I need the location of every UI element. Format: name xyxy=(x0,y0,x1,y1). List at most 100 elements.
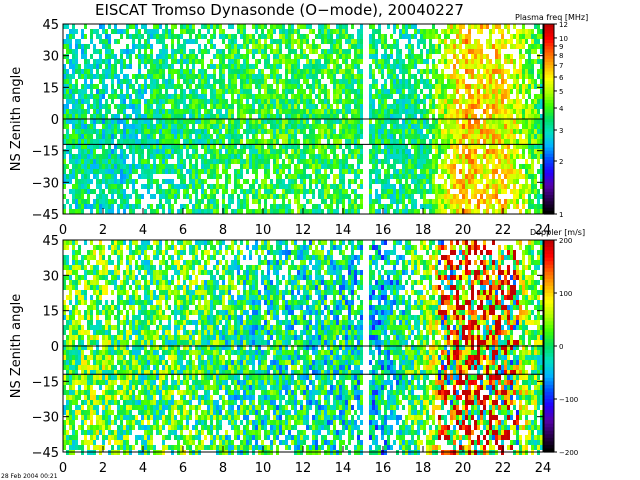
colorbar-segment xyxy=(544,150,554,155)
heatmap-cell xyxy=(192,139,195,144)
heatmap-cell xyxy=(204,134,207,139)
heatmap-cell xyxy=(75,184,78,189)
heatmap-cell xyxy=(69,49,72,54)
heatmap-cell xyxy=(129,204,132,209)
heatmap-cell xyxy=(111,159,114,164)
heatmap-cell xyxy=(105,169,108,174)
heatmap-cell xyxy=(69,84,72,89)
heatmap-cell xyxy=(390,164,393,169)
heatmap-cell xyxy=(171,44,174,49)
heatmap-cell xyxy=(495,149,498,154)
heatmap-cell xyxy=(255,44,258,49)
heatmap-cell xyxy=(297,169,300,174)
heatmap-cell xyxy=(420,59,423,64)
heatmap-cell xyxy=(525,164,528,169)
heatmap-cell xyxy=(291,74,294,79)
heatmap-cell xyxy=(384,139,387,144)
heatmap-cell xyxy=(489,99,492,104)
heatmap-cell xyxy=(336,79,339,84)
heatmap-cell xyxy=(96,129,99,134)
heatmap-cell xyxy=(201,119,204,124)
heatmap-cell xyxy=(231,134,234,139)
heatmap-cell xyxy=(522,154,525,159)
heatmap-cell xyxy=(72,199,75,204)
heatmap-cell xyxy=(438,59,441,64)
heatmap-cell xyxy=(162,159,165,164)
heatmap-cell xyxy=(333,154,336,159)
heatmap-cell xyxy=(204,204,207,209)
heatmap-cell xyxy=(84,124,87,129)
heatmap-cell xyxy=(465,119,468,124)
heatmap-cell xyxy=(468,169,471,174)
heatmap-cell xyxy=(429,179,432,184)
heatmap-cell xyxy=(138,149,141,154)
heatmap-cell xyxy=(330,169,333,174)
heatmap-cell xyxy=(117,59,120,64)
heatmap-cell xyxy=(306,174,309,179)
heatmap-cell xyxy=(243,109,246,114)
heatmap-cell xyxy=(333,124,336,129)
heatmap-cell xyxy=(537,139,540,144)
heatmap-cell xyxy=(483,124,486,129)
heatmap-cell xyxy=(396,84,399,89)
heatmap-cell xyxy=(402,99,405,104)
heatmap-cell xyxy=(249,104,252,109)
heatmap-cell xyxy=(66,275,69,280)
heatmap-cell xyxy=(528,154,531,159)
heatmap-cell xyxy=(96,114,99,119)
heatmap-cell xyxy=(180,54,183,59)
heatmap-cell xyxy=(291,189,294,194)
heatmap-cell xyxy=(285,204,288,209)
heatmap-cell xyxy=(207,159,210,164)
heatmap-cell xyxy=(243,69,246,74)
heatmap-cell xyxy=(333,149,336,154)
heatmap-cell xyxy=(414,99,417,104)
heatmap-cell xyxy=(360,99,363,104)
heatmap-cell xyxy=(471,174,474,179)
heatmap-cell xyxy=(264,39,267,44)
heatmap-cell xyxy=(375,39,378,44)
heatmap-cell xyxy=(126,204,129,209)
heatmap-cell xyxy=(144,39,147,44)
heatmap-cell xyxy=(345,119,348,124)
heatmap-cell xyxy=(378,139,381,144)
heatmap-cell xyxy=(285,119,288,124)
heatmap-cell xyxy=(486,129,489,134)
heatmap-cell xyxy=(417,164,420,169)
heatmap-cell xyxy=(201,144,204,149)
heatmap-cell xyxy=(537,129,540,134)
heatmap-cell xyxy=(348,69,351,74)
heatmap-cell xyxy=(219,144,222,149)
heatmap-cell xyxy=(135,89,138,94)
heatmap-cell xyxy=(393,64,396,69)
heatmap-cell xyxy=(306,39,309,44)
heatmap-cell xyxy=(372,114,375,119)
heatmap-cell xyxy=(198,124,201,129)
heatmap-cell xyxy=(210,134,213,139)
heatmap-cell xyxy=(507,184,510,189)
heatmap-cell xyxy=(240,104,243,109)
heatmap-cell xyxy=(117,154,120,159)
heatmap-cell xyxy=(498,154,501,159)
heatmap-cell xyxy=(129,64,132,69)
heatmap-cell xyxy=(327,29,330,34)
heatmap-cell xyxy=(300,204,303,209)
heatmap-cell xyxy=(285,59,288,64)
heatmap-cell xyxy=(87,69,90,74)
heatmap-cell xyxy=(420,114,423,119)
heatmap-cell xyxy=(297,29,300,34)
heatmap-cell xyxy=(87,94,90,99)
heatmap-cell xyxy=(96,204,99,209)
heatmap-cell xyxy=(351,154,354,159)
heatmap-cell xyxy=(429,189,432,194)
heatmap-cell xyxy=(72,64,75,69)
heatmap-cell xyxy=(309,149,312,154)
heatmap-cell xyxy=(111,169,114,174)
heatmap-cell xyxy=(240,79,243,84)
heatmap-cell xyxy=(390,54,393,59)
heatmap-cell xyxy=(444,144,447,149)
heatmap-cell xyxy=(288,204,291,209)
heatmap-cell xyxy=(126,194,129,199)
heatmap-cell xyxy=(90,54,93,59)
heatmap-cell xyxy=(294,99,297,104)
